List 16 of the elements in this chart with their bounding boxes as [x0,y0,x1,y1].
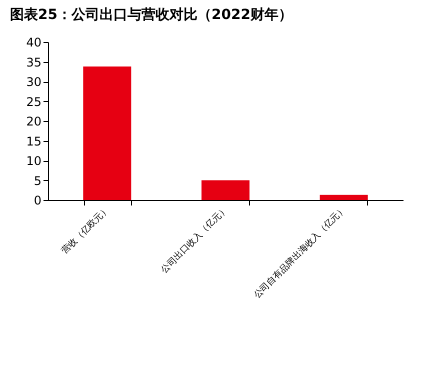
y-tick-label: 5 [34,174,42,188]
bar [320,194,368,200]
y-tick-label: 0 [34,194,42,208]
y-tick-label: 40 [26,36,42,50]
x-tick-label: 公司自有品牌出海收入（亿元） [252,204,349,301]
y-tick-label: 25 [26,94,42,109]
y-tick-label: 30 [26,75,42,89]
bar [83,66,132,200]
bar [202,180,250,200]
x-tick-label: 营收（亿欧元） [60,204,112,256]
chart-title: 图表25：公司出口与营收对比（2022财年） [10,7,292,23]
y-tick-label: 35 [26,55,42,70]
y-tick-label: 20 [26,114,42,128]
y-tick-label: 15 [26,134,42,148]
x-tick-label: 公司出口收入（亿元） [158,204,230,276]
y-tick-label: 10 [26,154,42,168]
